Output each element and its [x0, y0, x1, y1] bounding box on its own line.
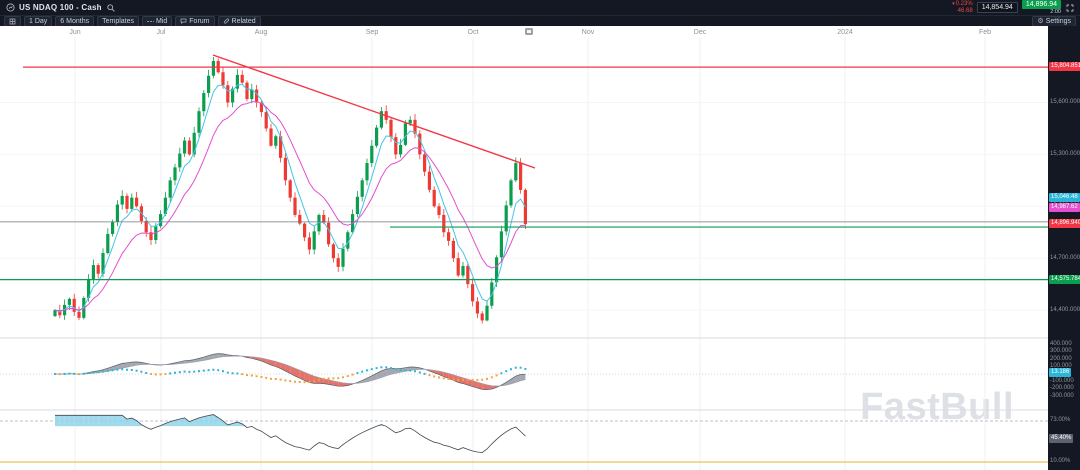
- forum-button-label: Forum: [189, 17, 210, 25]
- interval-button[interactable]: 1 Day: [24, 15, 53, 27]
- change-direction-icon: ▾: [952, 0, 955, 7]
- layout-grid-button[interactable]: [4, 15, 21, 27]
- axis-tick-label: 200.000: [1050, 355, 1072, 362]
- drawings-layer: [0, 54, 1048, 281]
- axis-badge-ma-slow: 14,987.62: [1049, 203, 1080, 213]
- svg-text:Jun: Jun: [69, 29, 80, 36]
- symbol-title: US NDAQ 100 - Cash: [19, 3, 102, 12]
- event-marker-icon[interactable]: [525, 28, 533, 35]
- axis-tick-label: 14,700.000: [1050, 254, 1080, 261]
- axis-tick-label: -200.000: [1050, 385, 1074, 392]
- axis-badge-resistance: 15,804.851: [1049, 62, 1080, 72]
- grid-layer: Jun Jul Aug Sep Oct Nov Dec 2024 Feb: [0, 29, 1048, 470]
- related-button[interactable]: Related: [217, 15, 261, 27]
- change-percent: 0.23%: [955, 0, 973, 7]
- svg-text:Sep: Sep: [366, 29, 379, 36]
- candles-layer: [53, 56, 527, 324]
- axis-tick-label: 300.000: [1050, 348, 1072, 355]
- axis-tick-label: 14,400.000: [1050, 306, 1080, 313]
- axis-tick-label: 100.000: [1050, 363, 1072, 370]
- axis-tick-label: 73.00%: [1050, 417, 1071, 424]
- svg-text:Nov: Nov: [582, 29, 595, 36]
- last-price: 14,896.94: [1021, 0, 1061, 9]
- svg-text:Oct: Oct: [468, 29, 479, 36]
- instrument-logo-icon: [5, 3, 15, 13]
- axis-tick-label: -100.000: [1050, 377, 1074, 384]
- bar-countdown: 2:00: [1050, 9, 1061, 15]
- chart-header: US NDAQ 100 - Cash ▾ 0.23% 46.68 14,854.9…: [0, 0, 1080, 15]
- axis-badge-current-price: 14,896.940: [1049, 219, 1080, 229]
- axis-badge-ma-fast: 15,046.48: [1049, 193, 1080, 203]
- settings-button[interactable]: ⚙ Settings: [1032, 15, 1076, 27]
- related-button-label: Related: [231, 17, 256, 25]
- rsi-panel: [0, 414, 1048, 463]
- axis-badge-macd: 13.186: [1049, 368, 1072, 378]
- price-change: ▾ 0.23% 46.68: [952, 1, 973, 15]
- svg-text:Feb: Feb: [979, 29, 991, 36]
- mid-button[interactable]: Mid: [142, 15, 173, 27]
- axis-badge-support: 14,575.784: [1049, 274, 1080, 284]
- chart-toolbar: 1 Day 6 Months Templates Mid Forum Relat…: [0, 15, 1080, 27]
- axis-tick-label: 15,300.000: [1050, 150, 1080, 157]
- axis-tick-label: 10.00%: [1050, 458, 1071, 465]
- axis-tick-label: 15,600.000: [1050, 99, 1080, 106]
- svg-text:Dec: Dec: [694, 29, 707, 36]
- forum-button[interactable]: Forum: [175, 15, 215, 27]
- range-button[interactable]: 6 Months: [55, 15, 95, 27]
- ma-fast-line: [54, 83, 526, 313]
- axis-tick-label: -300.000: [1050, 392, 1074, 399]
- svg-text:Jul: Jul: [157, 29, 166, 36]
- axis-badge-rsi: 45.40%: [1049, 433, 1074, 443]
- macd-histogram: [54, 366, 527, 384]
- macd-ribbon: [0, 353, 1048, 391]
- price-axis[interactable]: 15,804.851 15,046.48 14,987.62 14,896.94…: [1048, 26, 1080, 470]
- mid-button-label: Mid: [156, 17, 168, 25]
- change-absolute: 46.68: [957, 7, 973, 14]
- chart-canvas[interactable]: Jun Jul Aug Sep Oct Nov Dec 2024 Feb: [0, 26, 1048, 470]
- ma-slow-line: [54, 101, 526, 312]
- svg-text:2024: 2024: [837, 29, 853, 36]
- settings-button-label: Settings: [1045, 17, 1071, 25]
- fullscreen-icon[interactable]: [1065, 3, 1075, 13]
- search-icon[interactable]: [106, 3, 116, 13]
- axis-tick-label: 400.000: [1050, 341, 1072, 348]
- templates-button[interactable]: Templates: [97, 15, 139, 27]
- gear-icon: ⚙: [1037, 17, 1044, 25]
- svg-text:Aug: Aug: [255, 29, 268, 36]
- chart-area: FastBull Jun Jul Aug Sep Oct Nov Dec 2024 Feb 15…: [0, 26, 1080, 470]
- bid-price: 14,854.94: [976, 2, 1018, 13]
